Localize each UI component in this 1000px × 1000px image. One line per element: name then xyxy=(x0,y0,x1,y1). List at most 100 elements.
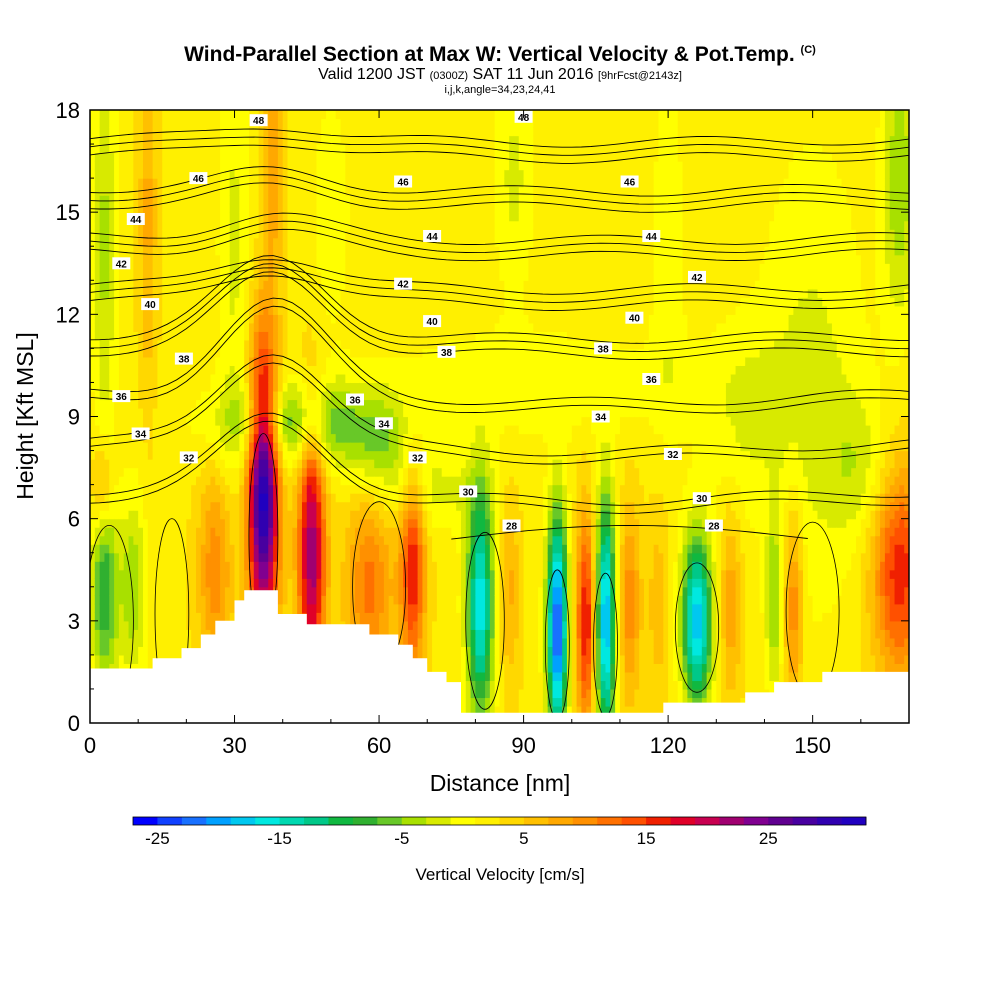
velocity-cell xyxy=(417,280,424,290)
velocity-cell xyxy=(99,637,106,647)
velocity-cell xyxy=(393,246,399,256)
velocity-cell xyxy=(90,425,96,435)
velocity-cell xyxy=(345,561,351,571)
velocity-cell xyxy=(195,127,202,137)
velocity-cell xyxy=(224,314,231,324)
velocity-cell xyxy=(311,493,318,503)
velocity-cell xyxy=(147,195,154,205)
velocity-cell xyxy=(248,161,255,171)
velocity-cell xyxy=(167,246,173,256)
velocity-cell xyxy=(109,169,115,179)
velocity-cell xyxy=(297,127,303,137)
velocity-cell xyxy=(147,339,154,349)
velocity-cell xyxy=(311,425,318,435)
velocity-cell xyxy=(210,484,216,494)
velocity-cell xyxy=(301,416,308,426)
velocity-cell xyxy=(282,331,289,341)
velocity-cell xyxy=(407,314,414,324)
velocity-cell xyxy=(345,118,351,128)
velocity-cell xyxy=(412,373,419,384)
velocity-cell xyxy=(109,390,115,401)
velocity-cell xyxy=(215,110,221,120)
velocity-cell xyxy=(244,297,250,307)
velocity-cell xyxy=(407,271,414,281)
velocity-cell xyxy=(205,144,212,154)
velocity-cell xyxy=(417,416,424,426)
velocity-cell xyxy=(138,305,144,315)
velocity-cell xyxy=(224,603,231,613)
velocity-cell xyxy=(330,229,337,239)
velocity-cell xyxy=(417,459,424,469)
velocity-cell xyxy=(277,186,284,196)
velocity-cell xyxy=(301,356,308,367)
velocity-cell xyxy=(195,212,202,222)
velocity-cell xyxy=(162,186,168,196)
velocity-cell xyxy=(186,637,192,647)
velocity-cell xyxy=(229,459,236,469)
velocity-cell xyxy=(157,212,163,222)
velocity-cell xyxy=(364,254,371,264)
velocity-cell xyxy=(239,365,245,375)
velocity-cell xyxy=(90,578,96,588)
velocity-cell xyxy=(321,467,327,477)
velocity-cell xyxy=(330,603,337,613)
velocity-cell xyxy=(200,220,207,230)
velocity-cell xyxy=(354,212,361,222)
velocity-cell xyxy=(171,144,178,154)
velocity-cell xyxy=(248,254,255,264)
velocity-cell xyxy=(277,203,284,213)
velocity-cell xyxy=(133,501,139,511)
velocity-cell xyxy=(311,407,318,418)
velocity-cell xyxy=(282,220,289,230)
velocity-cell xyxy=(388,186,395,196)
velocity-cell xyxy=(90,314,96,324)
velocity-cell xyxy=(157,493,163,503)
velocity-cell xyxy=(412,586,419,596)
velocity-cell xyxy=(109,433,115,443)
velocity-cell xyxy=(239,178,245,188)
velocity-cell xyxy=(297,544,303,554)
velocity-cell xyxy=(114,161,120,171)
velocity-cell xyxy=(220,603,226,613)
velocity-cell xyxy=(369,288,375,298)
velocity-cell xyxy=(321,459,327,469)
velocity-cell xyxy=(157,518,163,528)
velocity-cell xyxy=(234,382,240,392)
velocity-cell xyxy=(258,399,265,409)
velocity-cell xyxy=(147,254,154,264)
velocity-cell xyxy=(398,135,404,145)
velocity-cell xyxy=(301,552,308,562)
velocity-cell xyxy=(388,203,395,213)
velocity-cell xyxy=(383,399,390,409)
velocity-cell xyxy=(306,356,313,367)
velocity-cell xyxy=(176,561,183,571)
velocity-cell xyxy=(407,637,414,647)
velocity-cell xyxy=(335,382,342,392)
velocity-cell xyxy=(114,246,120,256)
velocity-cell xyxy=(157,178,163,188)
velocity-cell xyxy=(311,373,318,384)
velocity-cell xyxy=(277,459,284,469)
velocity-cell xyxy=(422,569,428,579)
velocity-cell xyxy=(171,637,178,647)
velocity-cell xyxy=(94,620,101,630)
velocity-cell xyxy=(321,254,327,264)
velocity-cell xyxy=(128,663,134,673)
velocity-cell xyxy=(407,263,414,273)
velocity-cell xyxy=(128,493,134,503)
velocity-cell xyxy=(244,212,250,222)
velocity-cell xyxy=(258,246,265,256)
velocity-cell xyxy=(335,339,342,349)
velocity-cell xyxy=(417,229,424,239)
velocity-cell xyxy=(195,476,202,486)
velocity-cell xyxy=(147,629,154,639)
velocity-cell xyxy=(195,535,202,545)
velocity-cell xyxy=(350,212,356,222)
velocity-cell xyxy=(94,603,101,613)
velocity-cell xyxy=(379,152,385,162)
velocity-cell xyxy=(388,280,395,290)
velocity-cell xyxy=(229,348,236,358)
velocity-cell xyxy=(142,161,149,171)
velocity-cell xyxy=(354,237,361,247)
velocity-cell xyxy=(273,467,279,477)
